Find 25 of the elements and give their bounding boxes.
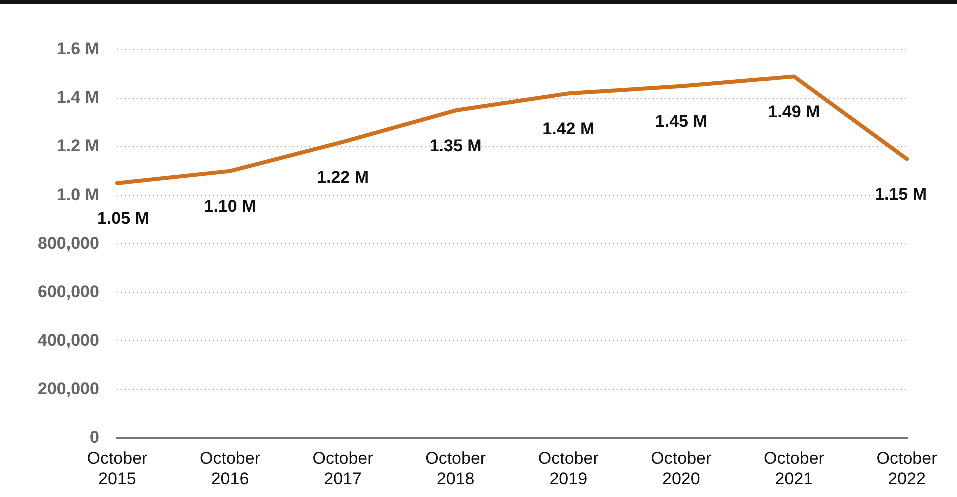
x-tick-label: October 2021 bbox=[764, 449, 825, 488]
y-tick-label: 0 bbox=[90, 428, 100, 447]
y-tick-label: 600,000 bbox=[38, 282, 100, 302]
x-tick-label: October 2015 bbox=[87, 449, 148, 488]
x-tick-label: October 2018 bbox=[426, 449, 486, 488]
y-tick-label: 1.4 M bbox=[56, 88, 100, 108]
y-tick-label: 1.2 M bbox=[56, 136, 100, 156]
y-tick-label: 1.6 M bbox=[56, 40, 100, 59]
x-tick-label: October 2019 bbox=[538, 449, 600, 488]
data-label: 1.05 M bbox=[97, 209, 150, 228]
y-tick-label: 800,000 bbox=[38, 234, 100, 253]
data-label: 1.49 M bbox=[768, 102, 820, 122]
data-label: 1.22 M bbox=[317, 168, 370, 187]
data-label: 1.15 M bbox=[875, 184, 927, 204]
data-label: 1.35 M bbox=[430, 136, 482, 156]
y-tick-label: 1.0 M bbox=[56, 185, 100, 204]
y-tick-label: 400,000 bbox=[38, 330, 100, 350]
data-label: 1.45 M bbox=[655, 112, 708, 132]
x-tick-label: October 2016 bbox=[200, 449, 261, 488]
y-tick-label: 200,000 bbox=[38, 379, 100, 398]
x-tick-label: October 2022 bbox=[876, 449, 938, 488]
x-tick-label: October 2020 bbox=[651, 449, 712, 488]
x-tick-label: October 2017 bbox=[312, 449, 374, 488]
data-label: 1.10 M bbox=[204, 197, 256, 216]
data-label: 1.42 M bbox=[542, 119, 595, 138]
